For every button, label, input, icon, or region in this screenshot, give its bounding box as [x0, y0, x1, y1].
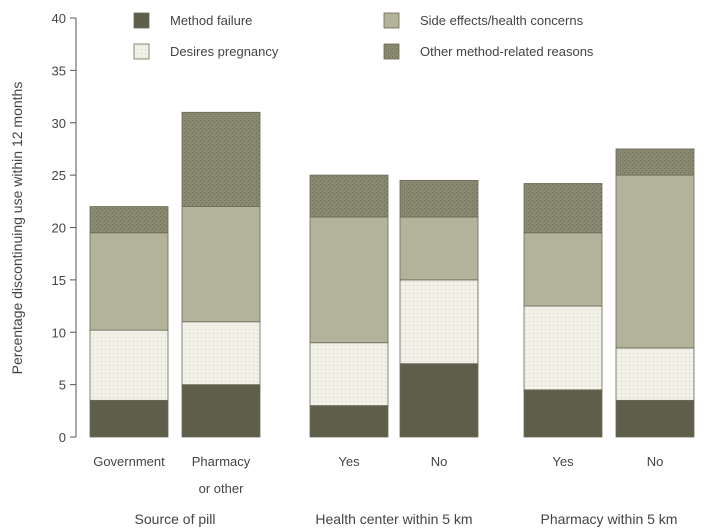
bar-segment-other-method-related-reasons	[89, 206, 169, 234]
y-axis: 0 5 10 15 20 25 30 35 40 Percentage discontinuing…	[9, 11, 77, 445]
bar-segment-other-method-related-reasons	[523, 183, 603, 234]
bar-segment-side-effects-health-concerns	[523, 232, 603, 307]
bar-segment-side-effects-health-concerns	[399, 216, 479, 281]
legend-swatch	[133, 43, 150, 60]
y-tick-label: 20	[52, 221, 66, 236]
legend: Method failure Desires pregnancy Side effe…	[133, 12, 594, 60]
category-label: Yes	[552, 454, 574, 469]
bar-segment-method-failure	[399, 363, 479, 438]
bar-segment-desires-pregnancy	[309, 342, 389, 406]
y-tick-label: 0	[59, 430, 66, 445]
bar-segment-desires-pregnancy	[399, 279, 479, 365]
y-tick-label: 15	[52, 273, 66, 288]
legend-swatch	[383, 43, 400, 60]
bar-segment-method-failure	[523, 389, 603, 438]
category-label: Government	[93, 454, 165, 469]
category-label: Yes	[338, 454, 360, 469]
bar-segment-method-failure	[89, 399, 169, 438]
category-label: Pharmacy	[192, 454, 251, 469]
legend-label: Side effects/health concerns	[420, 13, 584, 28]
category-label: or other	[199, 481, 244, 496]
bar-segment-other-method-related-reasons	[309, 174, 389, 218]
category-label: No	[647, 454, 664, 469]
y-tick-label: 10	[52, 325, 66, 340]
group-label: Source of pill	[135, 511, 216, 527]
y-tick-label: 40	[52, 11, 66, 26]
bar-segment-side-effects-health-concerns	[181, 206, 261, 323]
y-tick-label: 5	[59, 378, 66, 393]
y-axis-label: Percentage discontinuing use within 12 m…	[9, 82, 25, 375]
bar-segment-desires-pregnancy	[89, 329, 169, 401]
category-label: No	[431, 454, 448, 469]
group-label: Health center within 5 km	[315, 511, 472, 527]
legend-label: Method failure	[170, 13, 252, 28]
bar-segment-side-effects-health-concerns	[309, 216, 389, 344]
bar-segment-side-effects-health-concerns	[615, 174, 695, 349]
group-label: Pharmacy within 5 km	[541, 511, 678, 527]
bar-segment-desires-pregnancy	[615, 347, 695, 401]
bars	[89, 111, 695, 438]
y-tick-label: 35	[52, 63, 66, 78]
y-tick-label: 25	[52, 168, 66, 183]
legend-swatch	[133, 12, 150, 29]
y-tick-label: 30	[52, 116, 66, 131]
bar-segment-other-method-related-reasons	[399, 179, 479, 218]
bar-segment-desires-pregnancy	[181, 321, 261, 386]
bar-segment-method-failure	[309, 405, 389, 438]
legend-label: Desires pregnancy	[170, 44, 279, 59]
x-axis-labels: Government Pharmacy or other Yes No Yes No Sour…	[93, 454, 677, 527]
bar-segment-other-method-related-reasons	[181, 111, 261, 207]
legend-label: Other method-related reasons	[420, 44, 594, 59]
bar-segment-method-failure	[615, 399, 695, 438]
bar-segment-method-failure	[181, 384, 261, 438]
bar-segment-other-method-related-reasons	[615, 148, 695, 176]
legend-swatch	[383, 12, 400, 29]
bar-segment-side-effects-health-concerns	[89, 232, 169, 331]
bar-segment-desires-pregnancy	[523, 305, 603, 391]
